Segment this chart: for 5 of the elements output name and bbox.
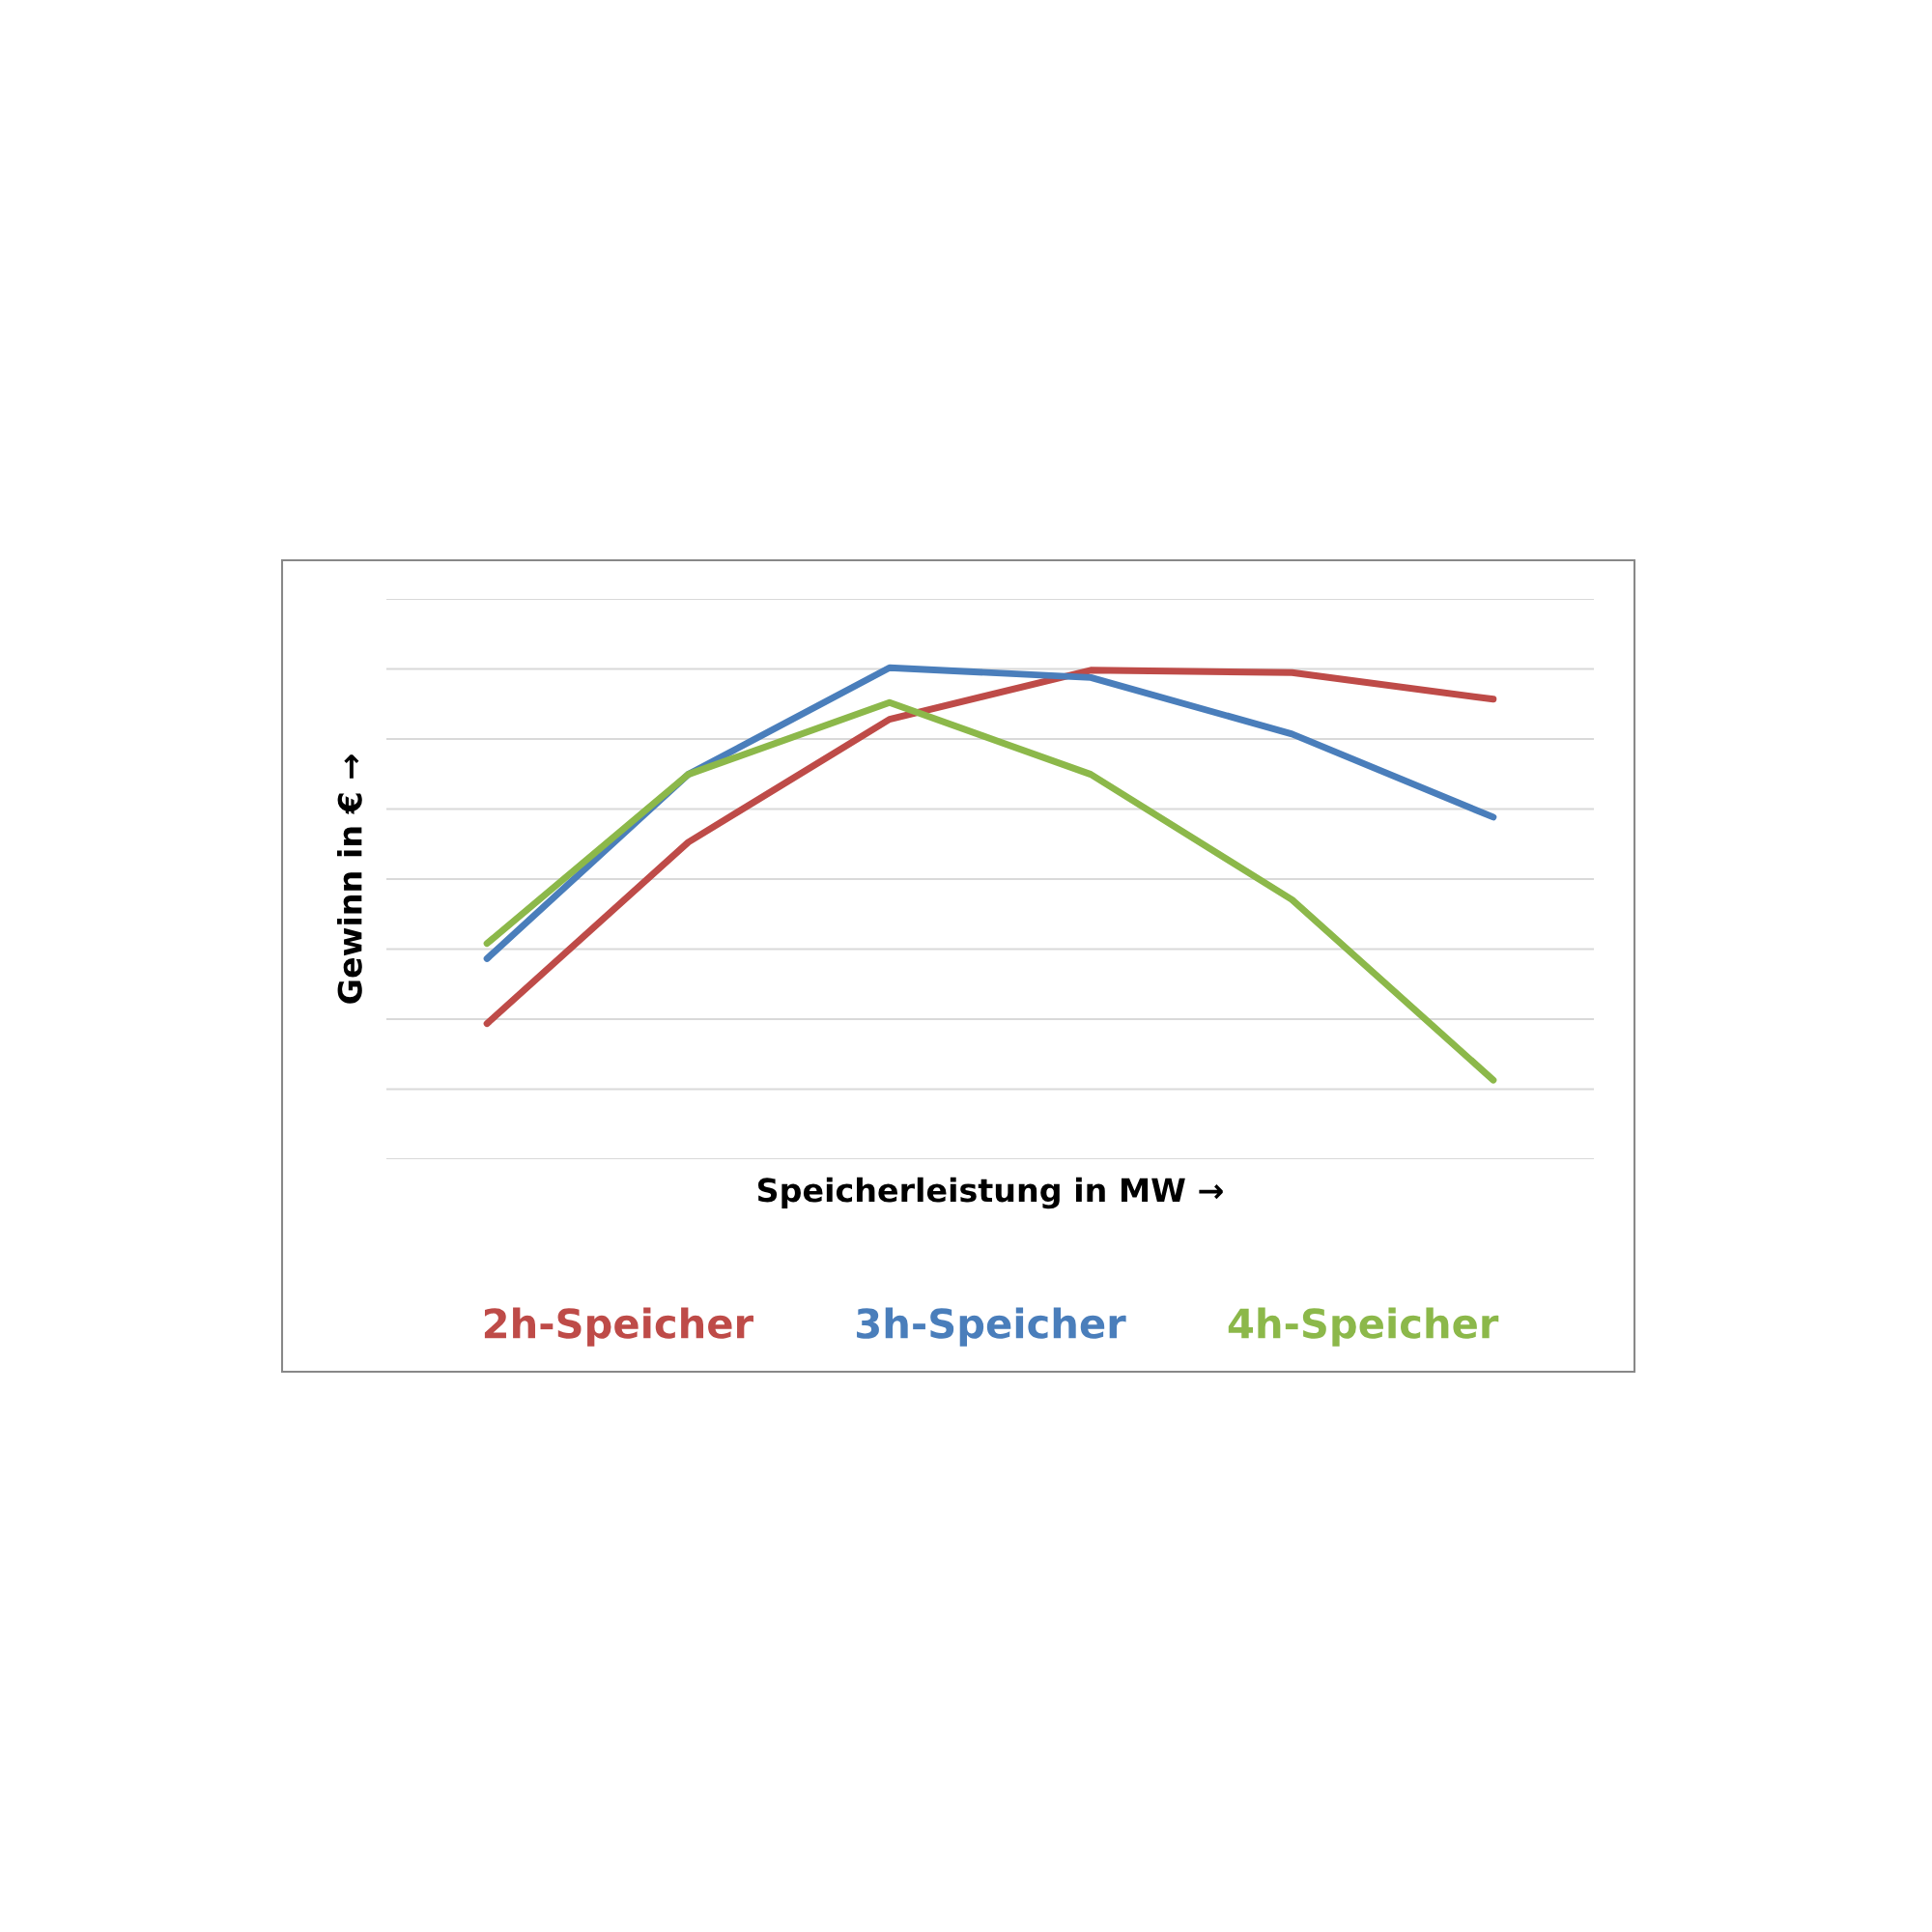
x-axis-title: Speicherleistung in MW → (757, 1177, 1223, 1209)
y-axis-title: Gewinn in € → (336, 754, 362, 1004)
text: 3h-Speicher (857, 1307, 1126, 1347)
text: 2h-Speicher (484, 1307, 753, 1347)
text: 4h-Speicher (1228, 1307, 1499, 1347)
